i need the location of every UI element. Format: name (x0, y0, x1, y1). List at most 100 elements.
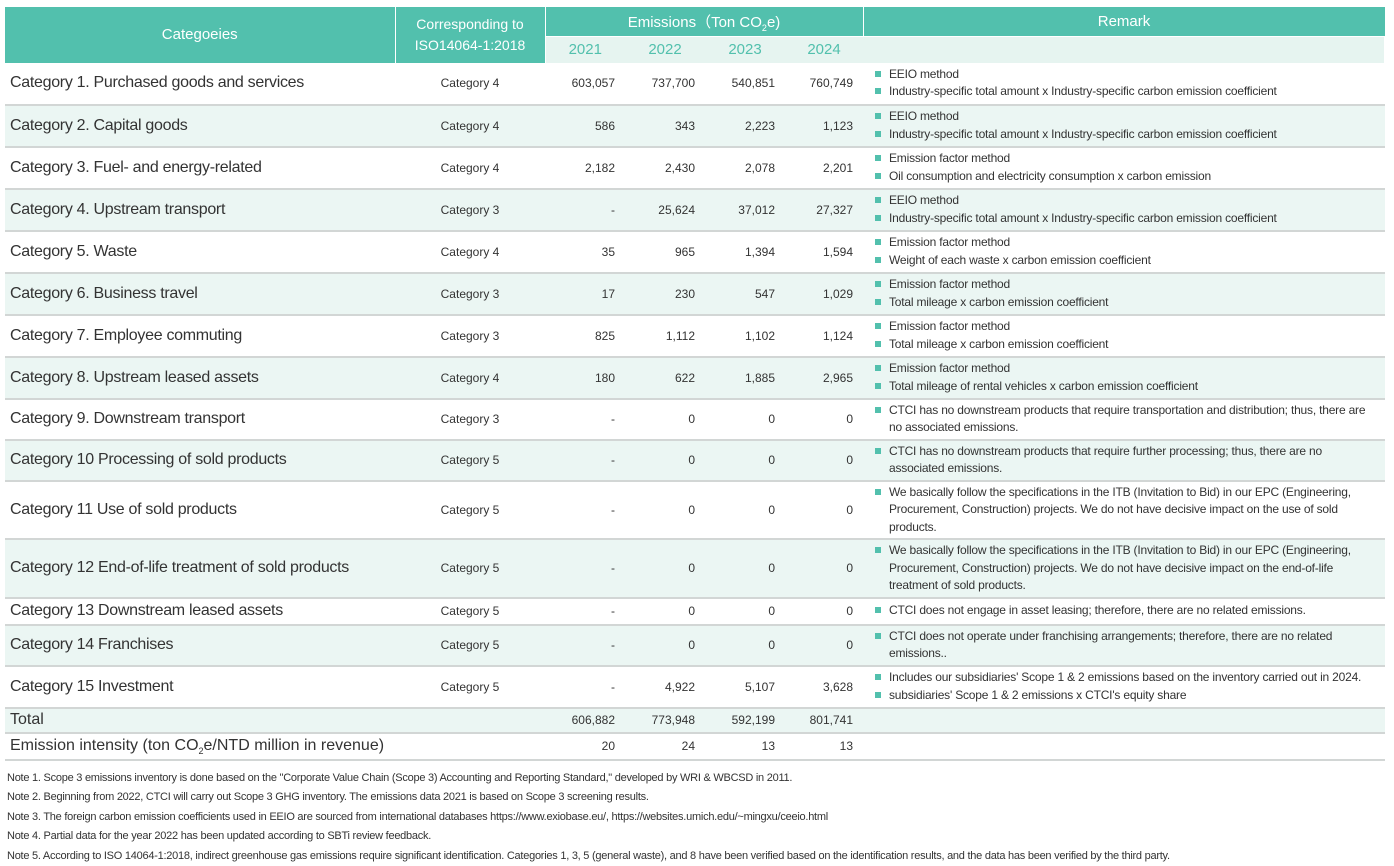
total-row: Total 606,882 773,948 592,199 801,741 (5, 708, 1385, 733)
year-2021: 2021 (545, 36, 625, 63)
header-emissions: Emissions（Ton CO2e) (545, 7, 863, 36)
remark-item: CTCI does not engage in asset leasing; t… (869, 602, 1379, 620)
note-4: Note 4. Partial data for the year 2022 h… (7, 827, 1385, 847)
iso-category: Category 5 (395, 539, 545, 598)
table-row: Category 1. Purchased goods and services… (5, 63, 1385, 105)
emission-value: 0 (705, 539, 785, 598)
remark-item: Total mileage x carbon emission coeffici… (869, 294, 1379, 312)
iso-category: Category 3 (395, 189, 545, 231)
remark-item: CTCI does not operate under franchising … (869, 628, 1379, 663)
emission-value: - (545, 481, 625, 540)
notes: Note 1. Scope 3 emissions inventory is d… (5, 769, 1385, 866)
emission-value: - (545, 598, 625, 625)
emission-value: - (545, 625, 625, 666)
emission-value: 1,112 (625, 315, 705, 357)
emission-value: 2,430 (625, 147, 705, 189)
remark-item: Industry-specific total amount x Industr… (869, 126, 1379, 144)
remark-item: Emission factor method (869, 150, 1379, 168)
category-name: Category 3. Fuel- and energy-related (5, 147, 395, 189)
emission-value: 1,029 (785, 273, 863, 315)
remark-item: Industry-specific total amount x Industr… (869, 83, 1379, 101)
intensity-row: Emission intensity (ton CO2e/NTD million… (5, 733, 1385, 760)
emission-value: 0 (625, 539, 705, 598)
remark-item: Emission factor method (869, 276, 1379, 294)
category-name: Category 6. Business travel (5, 273, 395, 315)
emission-value: 1,885 (705, 357, 785, 399)
remark-item: Includes our subsidiaries' Scope 1 & 2 e… (869, 669, 1379, 687)
category-name: Category 7. Employee commuting (5, 315, 395, 357)
note-5: Note 5. According to ISO 14064-1:2018, i… (7, 847, 1385, 866)
remark-item: EEIO method (869, 192, 1379, 210)
emission-value: 2,965 (785, 357, 863, 399)
header-categories: Categoeies (5, 7, 395, 63)
category-name: Category 11 Use of sold products (5, 481, 395, 540)
remark-item: We basically follow the specifications i… (869, 484, 1379, 537)
emission-value: 4,922 (625, 666, 705, 708)
total-remark (863, 708, 1385, 733)
emission-value: 37,012 (705, 189, 785, 231)
emission-value: 0 (625, 440, 705, 481)
emission-value: 0 (785, 598, 863, 625)
category-name: Category 2. Capital goods (5, 105, 395, 147)
emission-value: 2,182 (545, 147, 625, 189)
iso-category: Category 4 (395, 231, 545, 273)
year-2023: 2023 (705, 36, 785, 63)
year-2022: 2022 (625, 36, 705, 63)
emission-value: 17 (545, 273, 625, 315)
iso-category: Category 5 (395, 440, 545, 481)
remark-item: Industry-specific total amount x Industr… (869, 210, 1379, 228)
emission-value: 0 (785, 399, 863, 440)
remark-cell: We basically follow the specifications i… (863, 481, 1385, 540)
emission-value: 737,700 (625, 63, 705, 105)
emission-value: 965 (625, 231, 705, 273)
emission-value: - (545, 189, 625, 231)
emission-value: 0 (625, 625, 705, 666)
remark-item: Emission factor method (869, 318, 1379, 336)
emission-value: 0 (785, 440, 863, 481)
header-iso-line1: Corresponding to (416, 16, 523, 32)
remark-cell: CTCI does not operate under franchising … (863, 625, 1385, 666)
emission-value: - (545, 539, 625, 598)
category-name: Category 5. Waste (5, 231, 395, 273)
emission-value: 230 (625, 273, 705, 315)
remark-item: Emission factor method (869, 360, 1379, 378)
intensity-2024: 13 (785, 733, 863, 760)
remark-cell: CTCI does not engage in asset leasing; t… (863, 598, 1385, 625)
emission-value: 0 (785, 539, 863, 598)
emission-value: 27,327 (785, 189, 863, 231)
iso-category: Category 3 (395, 273, 545, 315)
total-label: Total (5, 708, 545, 733)
remark-item: CTCI has no downstream products that req… (869, 443, 1379, 478)
emission-value: - (545, 440, 625, 481)
intensity-2023: 13 (705, 733, 785, 760)
category-name: Category 10 Processing of sold products (5, 440, 395, 481)
emission-value: 343 (625, 105, 705, 147)
emission-value: 0 (705, 625, 785, 666)
remark-cell: We basically follow the specifications i… (863, 539, 1385, 598)
note-1: Note 1. Scope 3 emissions inventory is d… (7, 769, 1385, 789)
emission-value: 0 (785, 481, 863, 540)
iso-category: Category 5 (395, 598, 545, 625)
category-name: Category 13 Downstream leased assets (5, 598, 395, 625)
remark-subheader (863, 36, 1385, 63)
emission-value: 622 (625, 357, 705, 399)
emission-value: 603,057 (545, 63, 625, 105)
emission-value: 825 (545, 315, 625, 357)
emission-value: 1,124 (785, 315, 863, 357)
iso-category: Category 4 (395, 63, 545, 105)
iso-category: Category 3 (395, 399, 545, 440)
emission-value: 2,201 (785, 147, 863, 189)
